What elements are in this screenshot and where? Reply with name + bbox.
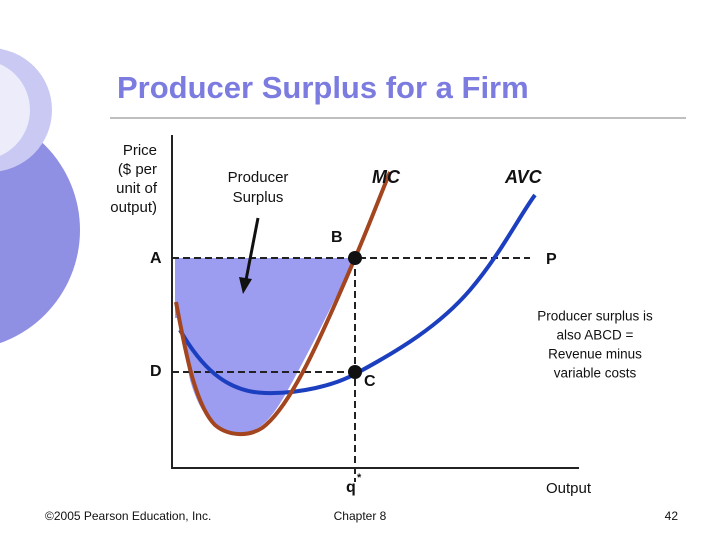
avc-label: AVC [504, 167, 543, 187]
point-c [348, 365, 362, 379]
point-label-c: C [364, 373, 376, 390]
producer-surplus-region [175, 258, 355, 434]
y-axis-label: Price ($ per unit of output) [110, 142, 158, 216]
note-line: Producer surplus is [537, 309, 653, 324]
y-axis-label-line: Price [123, 142, 157, 159]
note-box [508, 306, 670, 390]
point-b [348, 251, 362, 265]
point-label-a: A [150, 250, 162, 267]
decor-circle [0, 64, 30, 156]
y-axis-label-line: unit of [116, 180, 158, 197]
point-label-d: D [150, 363, 162, 380]
note-line: variable costs [554, 366, 637, 381]
note-line: also ABCD = [557, 328, 634, 343]
footer-page: 42 [665, 509, 679, 523]
region-label: Surplus [233, 189, 284, 206]
arrow-shaft [244, 217, 260, 281]
y-axis-label-line: ($ per [118, 161, 157, 178]
decor-circle [0, 116, 80, 344]
note-line: Revenue minus [548, 347, 642, 362]
region-label: Producer [228, 169, 289, 186]
point-label-q: q [346, 479, 356, 496]
title: Producer Surplus for a Firm [117, 70, 529, 105]
footer-copyright: ©2005 Pearson Education, Inc. [45, 509, 211, 523]
point-label-q-superscript: * [357, 472, 362, 484]
point-label-b: B [331, 229, 343, 246]
mc-curve [174, 171, 392, 436]
x-axis-label: Output [546, 480, 592, 497]
y-axis-label-line: output) [110, 199, 157, 216]
arrow-head [239, 277, 252, 294]
footer-chapter: Chapter 8 [334, 509, 387, 523]
point-label-p: P [546, 251, 557, 268]
mc-label: MC [372, 167, 401, 187]
note: Producer surplus is also ABCD = Revenue … [537, 309, 653, 381]
